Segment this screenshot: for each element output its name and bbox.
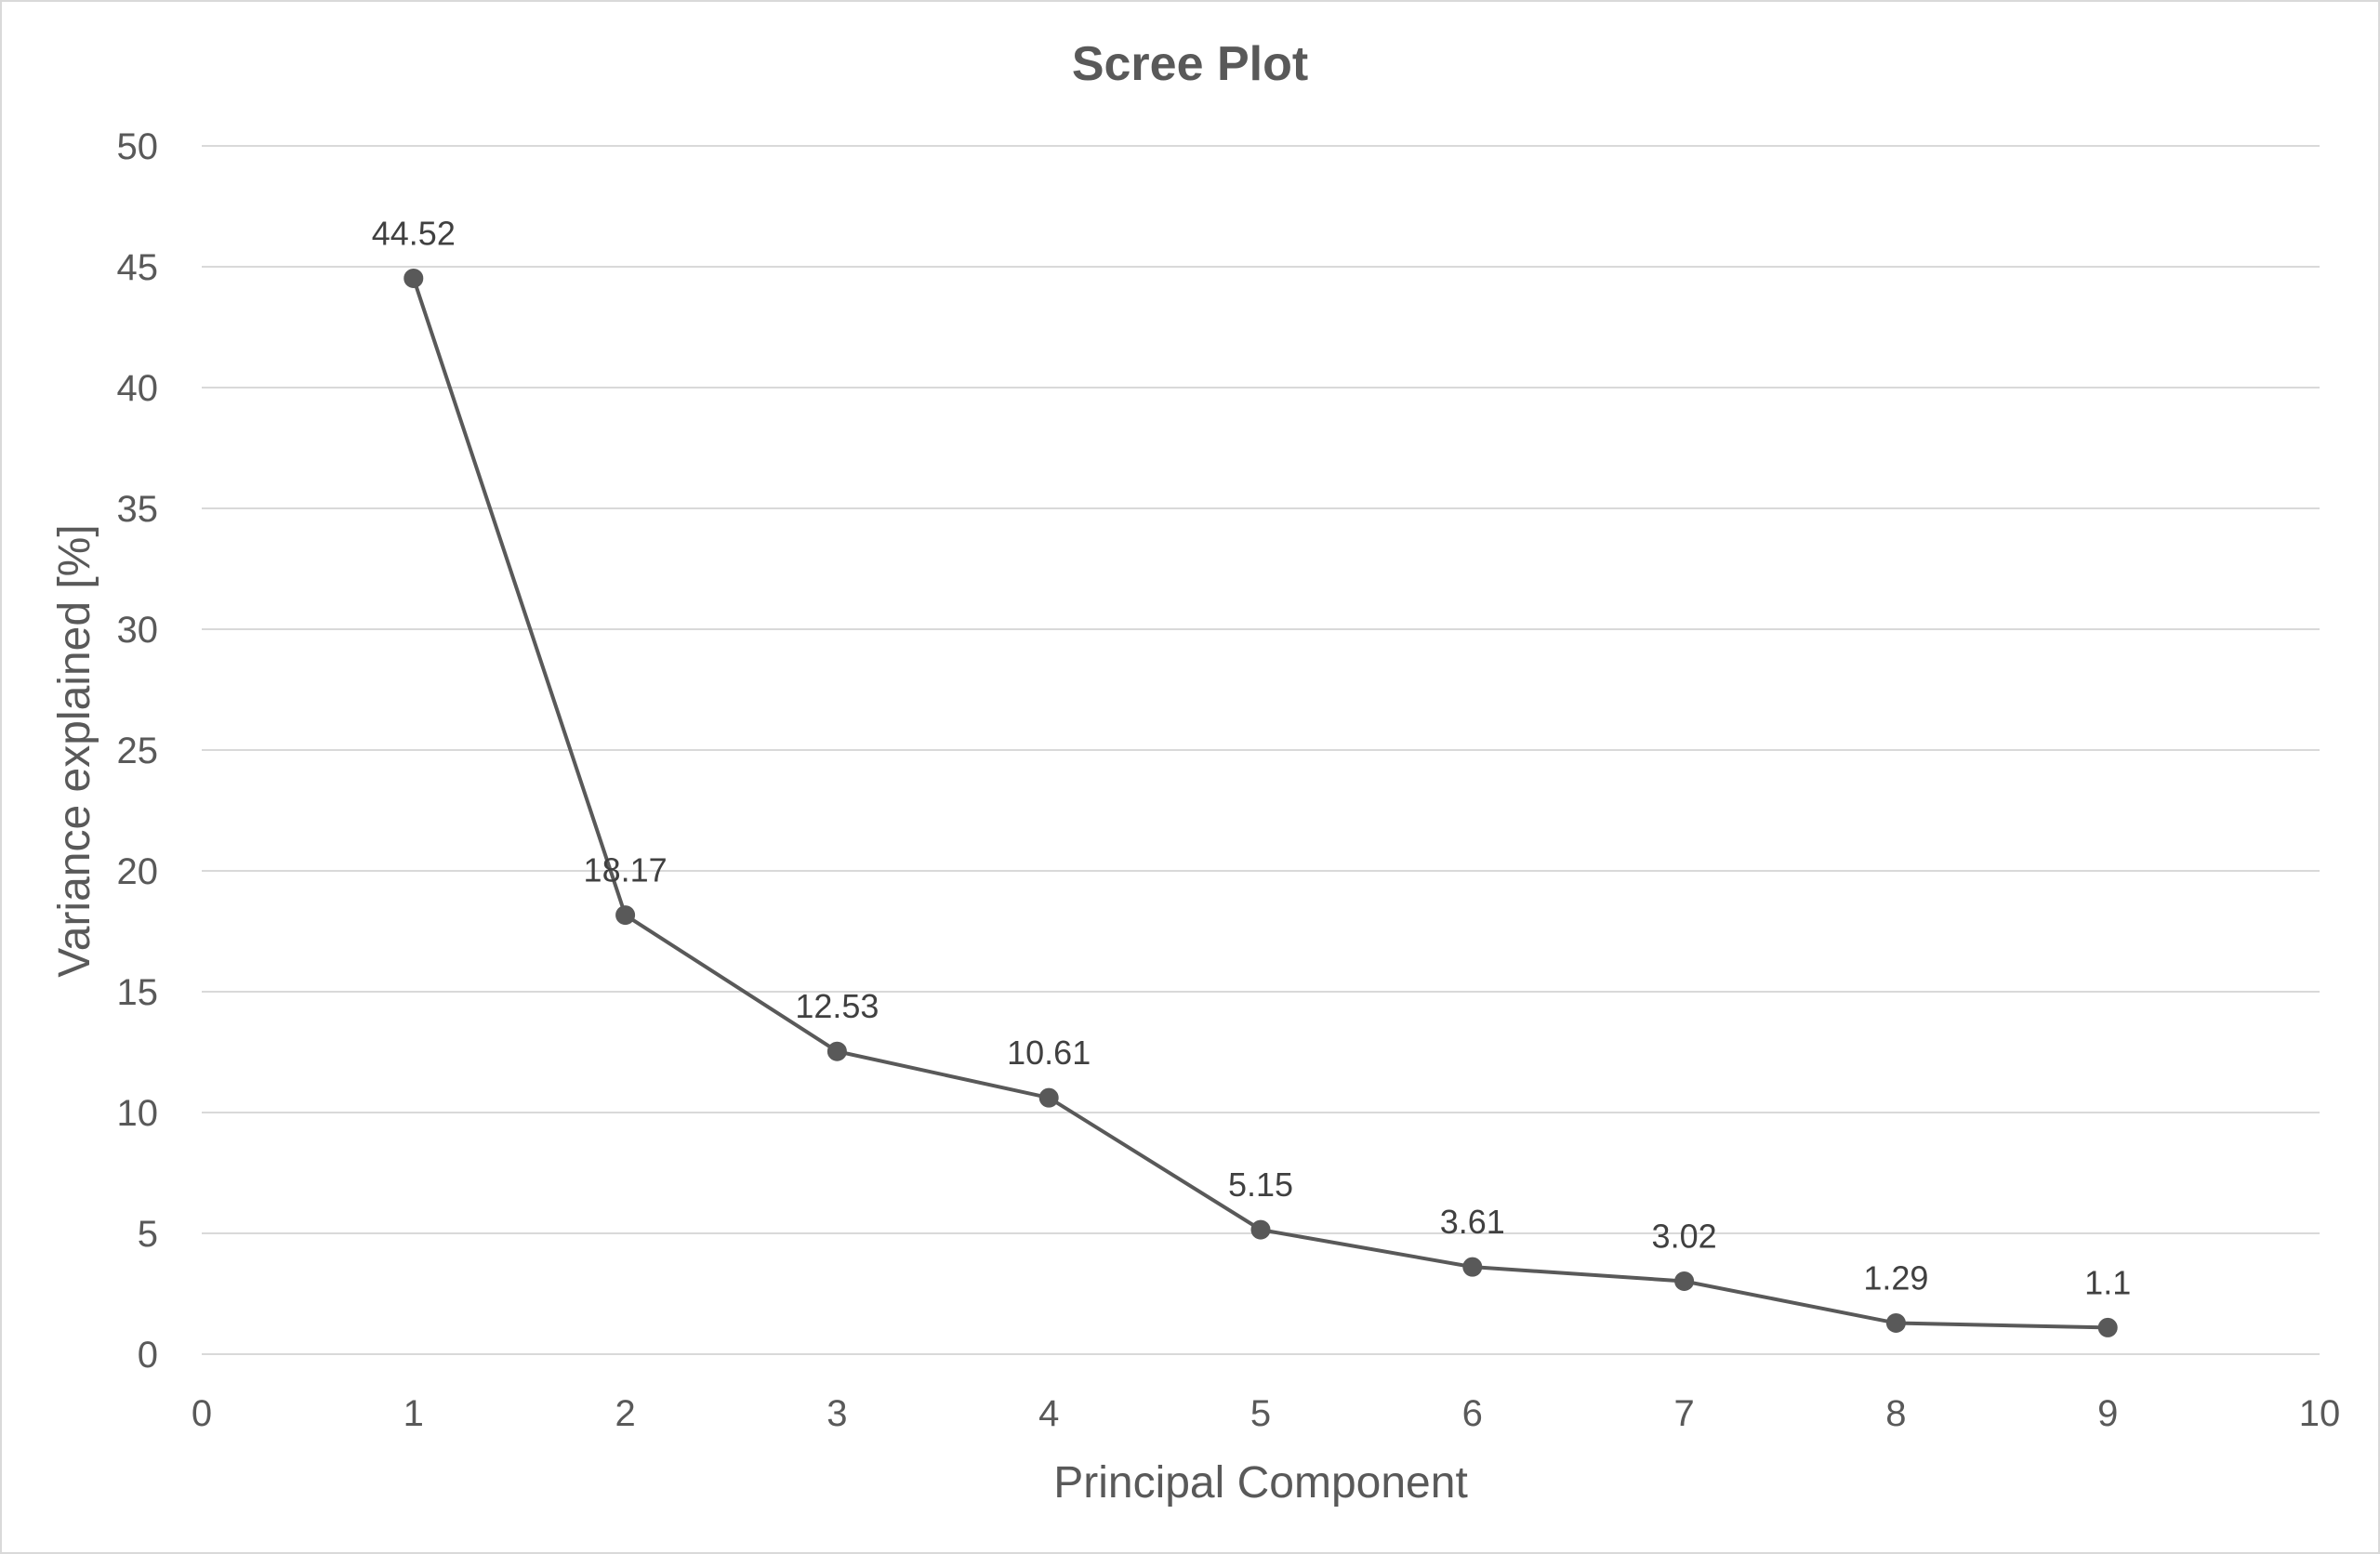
data-label: 44.52 <box>372 214 456 252</box>
y-tick-label: 45 <box>117 247 159 288</box>
y-tick-label: 15 <box>117 972 159 1013</box>
y-axis-ticks: 0 5 10 15 20 25 30 35 40 45 50 <box>117 126 159 1376</box>
data-point <box>1885 1312 1906 1333</box>
x-tick-label: 0 <box>192 1393 212 1434</box>
y-tick-label: 25 <box>117 731 159 771</box>
data-label: 12.53 <box>795 987 879 1025</box>
x-tick-label: 5 <box>1250 1393 1271 1434</box>
x-tick-label: 8 <box>1885 1393 1906 1434</box>
data-labels: 44.52 18.17 12.53 10.61 5.15 3.61 3.02 1.29 1.1 <box>372 214 2131 1301</box>
data-label: 10.61 <box>1007 1034 1091 1072</box>
y-tick-label: 0 <box>138 1335 158 1376</box>
series-group <box>403 268 2118 1337</box>
y-axis-title: Variance explained [%] <box>50 524 99 977</box>
x-tick-label: 1 <box>403 1393 424 1434</box>
y-tick-label: 30 <box>117 610 159 651</box>
data-point <box>1462 1257 1483 1277</box>
data-point <box>2097 1317 2118 1337</box>
data-label: 1.29 <box>1863 1258 1928 1297</box>
y-tick-label: 35 <box>117 489 159 530</box>
data-label: 18.17 <box>584 851 668 889</box>
x-tick-label: 10 <box>2299 1393 2341 1434</box>
x-axis-ticks: 0 1 2 3 4 5 6 7 8 9 10 <box>192 1393 2340 1434</box>
data-label: 3.61 <box>1440 1203 1505 1241</box>
data-point <box>1038 1087 1059 1108</box>
x-tick-label: 2 <box>615 1393 635 1434</box>
x-tick-label: 4 <box>1038 1393 1059 1434</box>
chart-title: Scree Plot <box>1072 37 1308 91</box>
data-label: 5.15 <box>1228 1166 1293 1204</box>
x-tick-label: 9 <box>2097 1393 2118 1434</box>
y-tick-label: 10 <box>117 1093 159 1134</box>
data-point <box>615 905 636 926</box>
data-point <box>403 268 424 288</box>
x-axis-title: Principal Component <box>1053 1458 1468 1508</box>
y-tick-label: 40 <box>117 368 159 409</box>
x-tick-label: 6 <box>1462 1393 1483 1434</box>
data-label: 1.1 <box>2084 1263 2131 1301</box>
x-tick-label: 7 <box>1673 1393 1694 1434</box>
x-tick-label: 3 <box>826 1393 847 1434</box>
y-tick-label: 20 <box>117 851 159 892</box>
data-point <box>1674 1271 1695 1291</box>
data-label: 3.02 <box>1652 1217 1717 1255</box>
data-point <box>826 1041 847 1061</box>
y-tick-label: 50 <box>117 126 159 167</box>
y-tick-label: 5 <box>138 1214 158 1255</box>
gridlines <box>202 145 2320 1355</box>
data-point <box>1250 1219 1271 1240</box>
